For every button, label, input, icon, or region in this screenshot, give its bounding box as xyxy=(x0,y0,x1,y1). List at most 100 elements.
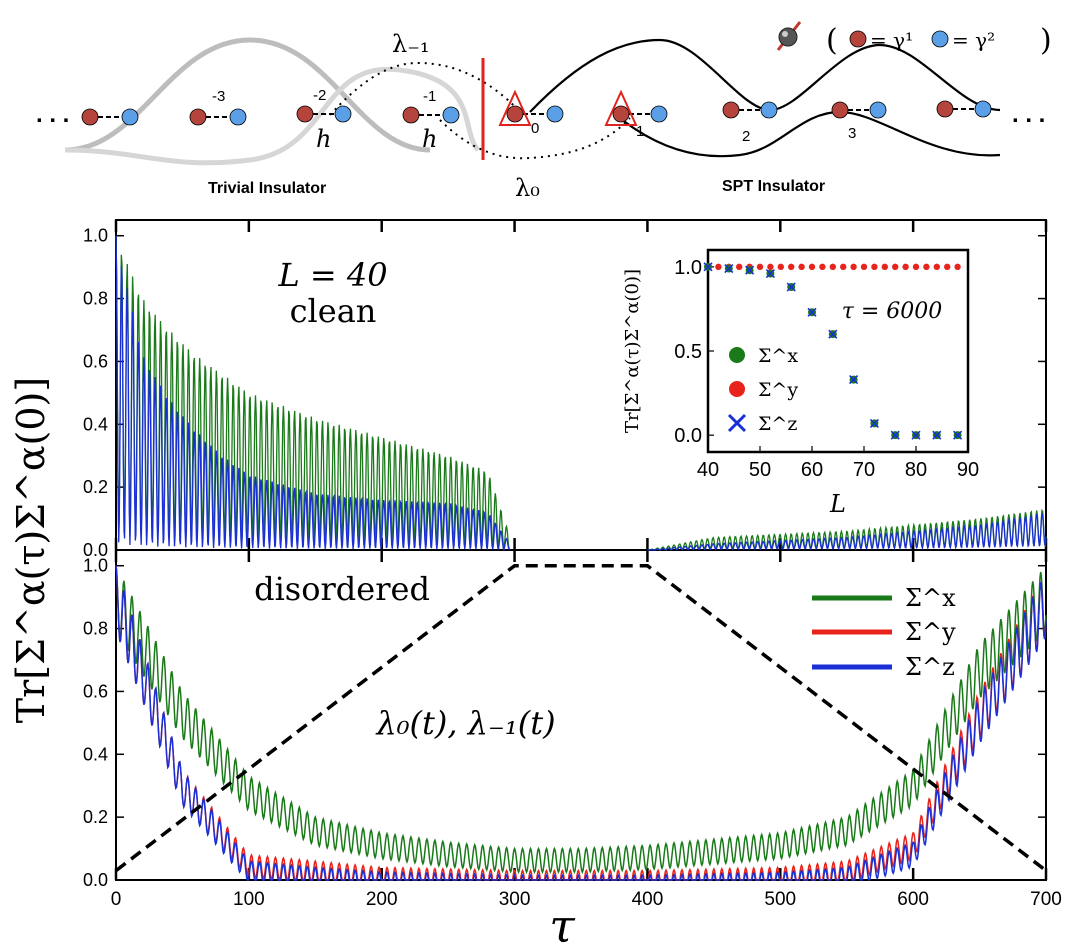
main-legend: Σ^x Σ^y Σ^z xyxy=(812,584,956,681)
legend-label-x: Σ^x xyxy=(905,584,956,612)
gamma2-site xyxy=(974,100,992,118)
site-index-label: -3 xyxy=(212,88,225,105)
inset-point-sigma-y xyxy=(892,263,899,271)
spin-icon xyxy=(776,21,802,51)
inset-frame xyxy=(706,248,970,454)
legend-label-y: Σ^y xyxy=(905,618,956,646)
inset-x-tick-label: 80 xyxy=(905,459,927,481)
inset-legend-y-label: Σ^y xyxy=(758,379,798,401)
gamma2-site xyxy=(442,106,460,124)
inset-point-sigma-y xyxy=(767,263,774,271)
inset-legend-y-marker xyxy=(729,381,745,397)
inset-point-sigma-y xyxy=(715,263,722,271)
inset-point-sigma-y xyxy=(881,263,888,271)
gamma1-dot xyxy=(849,30,867,48)
inset-point-sigma-z xyxy=(953,430,963,440)
legend-label-z: Σ^z xyxy=(905,653,955,681)
inset-point-sigma-y xyxy=(871,263,878,271)
chain-schematic: . . . . . . -3 -2 -1 0 1 2 3 h h λ₋₁ λ₀ Trivia… xyxy=(36,21,1052,202)
gamma1-site xyxy=(936,100,954,118)
gamma2-site xyxy=(546,105,564,123)
inset-point-sigma-y xyxy=(808,263,816,271)
trivial-wave-lower xyxy=(64,66,481,166)
inset-point-sigma-z xyxy=(765,269,775,279)
bottom-series-Σ^z xyxy=(115,565,1047,881)
left-ellipsis: . . . xyxy=(36,101,69,128)
top-y-tick-label: 1.0 xyxy=(83,226,108,246)
inset-y-tick-label: 1.0 xyxy=(674,257,702,279)
top-y-tick-label: 0.8 xyxy=(83,289,108,309)
edge-mode-triangle xyxy=(498,89,532,126)
inset-point-sigma-z xyxy=(786,282,796,292)
inset-point-sigma-y xyxy=(736,263,743,271)
trivial-insulator-label: Trivial Insulator xyxy=(208,180,326,197)
lambda-curve-label: λ₀(t), λ₋₁(t) xyxy=(374,704,555,742)
inset-point-sigma-y xyxy=(954,263,961,271)
x-tick-label: 700 xyxy=(1030,889,1062,910)
main-axes: 0 100 200 300 400 500 600 700 0.0 0.2 0.4 0.6 0.8 1.0… xyxy=(9,219,1062,949)
inset-point-sigma-y xyxy=(788,263,795,271)
inset-x-tick-label: 40 xyxy=(697,459,719,481)
spt-wave-upper xyxy=(529,38,1001,113)
inset-point-sigma-z xyxy=(911,430,921,440)
gamma2-site xyxy=(869,101,887,119)
inset-point-sigma-z xyxy=(745,265,755,275)
bottom-y-tick-label: 0.8 xyxy=(83,619,108,639)
inset-point-sigma-y xyxy=(819,263,826,271)
top-y-tick-label: 0.4 xyxy=(83,414,108,434)
bottom-y-tick-label: 1.0 xyxy=(83,556,108,576)
inset-point-sigma-z xyxy=(890,430,900,440)
inset-x-tick-label: 90 xyxy=(957,459,979,481)
x-tick-label: 100 xyxy=(233,889,265,910)
inset-point-sigma-z xyxy=(828,329,838,339)
site-index-label: -1 xyxy=(423,88,436,105)
gamma1-site xyxy=(296,105,314,123)
axis-ticks: 0 100 200 300 400 500 600 700 0.0 0.2 0.4 0.6 0.8 1.0… xyxy=(83,220,1062,910)
inset-legend-z-marker xyxy=(727,413,747,433)
site-index-label: 2 xyxy=(742,128,750,145)
legend-open-paren: ( xyxy=(826,23,838,58)
gamma1-site xyxy=(402,106,420,124)
inset-y-tick-label: 0.5 xyxy=(674,341,702,363)
edge-mode-triangle xyxy=(604,89,638,126)
legend-close-paren: ) xyxy=(1040,23,1052,58)
inset-point-sigma-y xyxy=(798,263,805,271)
x-tick-label: 200 xyxy=(366,889,398,910)
gamma2-site xyxy=(121,108,139,126)
x-tick-label: 0 xyxy=(111,889,122,910)
gamma2-dot xyxy=(931,30,949,48)
legend-gamma2-text: = γ² xyxy=(952,28,995,52)
gamma2-site xyxy=(650,105,668,123)
trivial-wave-upper xyxy=(64,37,431,153)
right-ellipsis: . . . xyxy=(1012,101,1045,128)
gamma1-site xyxy=(612,105,630,123)
inset-point-sigma-y xyxy=(850,263,857,271)
inset-x-tick-label: 50 xyxy=(749,459,771,481)
gamma1-site xyxy=(81,108,99,126)
inset-legend-x-marker xyxy=(729,347,745,363)
inset-legend-x-label: Σ^x xyxy=(758,345,798,367)
spt-insulator-label: SPT Insulator xyxy=(722,178,825,195)
x-tick-label: 300 xyxy=(499,889,531,910)
inset-point-sigma-y xyxy=(829,263,836,271)
gamma2-site xyxy=(334,105,352,123)
inset-x-tick-label: 60 xyxy=(801,459,823,481)
gamma1-site xyxy=(506,105,524,123)
inset-point-sigma-z xyxy=(807,307,817,317)
inset-point-sigma-z xyxy=(703,262,713,272)
inset-xlabel: L xyxy=(829,490,846,518)
site-index-label: 0 xyxy=(531,120,539,137)
site-index-label: 3 xyxy=(848,125,856,142)
inset-point-sigma-y xyxy=(912,263,920,271)
inset-point-sigma-y xyxy=(860,263,868,271)
inset-content: 40 50 60 70 80 90 0.0 0.5 1.0 xyxy=(674,257,979,481)
top-panel-lines xyxy=(115,235,1047,552)
top-y-tick-label: 0.0 xyxy=(83,540,108,560)
inset-axes: 40 50 60 70 80 90 0.0 0.5 1.0 τ = 6000 Σ^x Σ^y Σ… xyxy=(622,248,979,518)
top-y-tick-label: 0.6 xyxy=(83,351,108,371)
top-annotation-l40: L = 40 xyxy=(277,256,387,294)
inset-point-sigma-y xyxy=(777,263,784,271)
inset-point-sigma-y xyxy=(933,263,940,271)
h-label-2: h xyxy=(422,125,437,153)
